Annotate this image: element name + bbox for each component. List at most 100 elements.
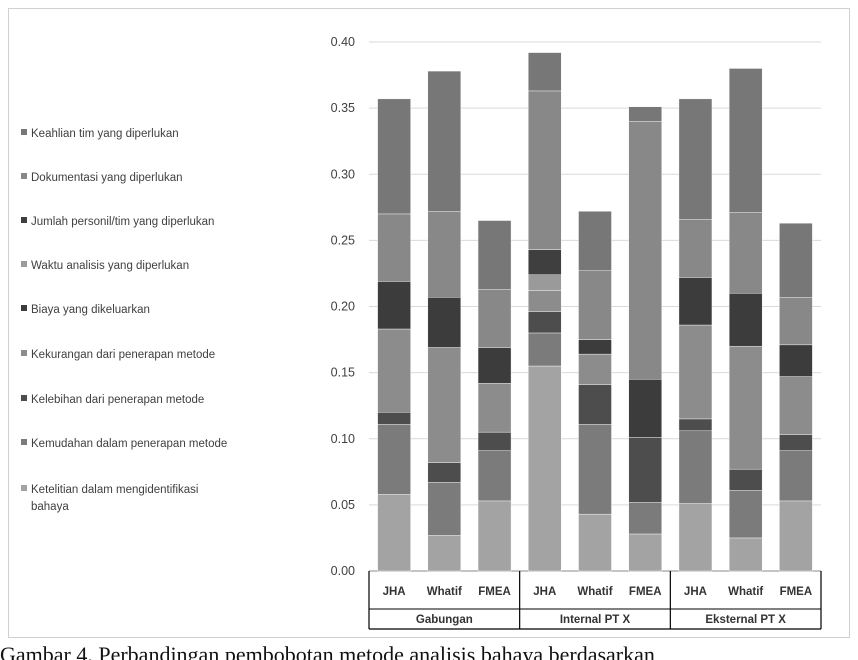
legend-label: Waktu analisis yang diperlukan bbox=[31, 260, 189, 272]
bar-segment bbox=[377, 213, 411, 282]
bar-segment bbox=[728, 537, 763, 572]
bar-segment bbox=[427, 297, 462, 348]
bar-segment bbox=[678, 324, 713, 420]
bar-segment bbox=[728, 293, 763, 347]
y-tick-label: 0.35 bbox=[331, 101, 355, 115]
bar-segment bbox=[779, 344, 813, 377]
legend-swatch bbox=[21, 485, 27, 491]
bar-segment bbox=[779, 376, 813, 435]
bar-segment bbox=[779, 297, 813, 346]
bar-segment bbox=[427, 70, 462, 212]
bar-segment bbox=[628, 121, 662, 380]
bar-segment bbox=[779, 434, 813, 451]
bar-segment bbox=[528, 249, 562, 275]
legend-swatch bbox=[21, 261, 27, 267]
legend-swatch bbox=[21, 217, 27, 223]
bar-segment bbox=[377, 98, 411, 215]
bar-segment bbox=[578, 353, 612, 385]
bar-segment bbox=[427, 535, 462, 572]
bar-segment bbox=[528, 90, 562, 250]
bar-segment bbox=[377, 412, 411, 425]
legend-swatch bbox=[21, 439, 27, 445]
bar-segment bbox=[427, 482, 462, 536]
group-label: Gabungan bbox=[416, 614, 473, 626]
bar-segment bbox=[628, 437, 662, 503]
bar-segment bbox=[628, 106, 662, 122]
bar-segment bbox=[678, 503, 713, 572]
y-tick-label: 0.40 bbox=[331, 35, 355, 49]
bar-segment bbox=[578, 384, 612, 425]
bar-segment bbox=[678, 277, 713, 326]
bar-segment bbox=[628, 379, 662, 438]
y-tick-label: 0.30 bbox=[331, 167, 355, 181]
bar-segment bbox=[528, 52, 562, 92]
legend-label: Kemudahan dalam penerapan metode bbox=[31, 438, 227, 450]
legend-label: bahaya bbox=[31, 501, 69, 513]
legend-swatch bbox=[21, 129, 27, 135]
legend-label: Biaya yang dikeluarkan bbox=[31, 304, 150, 316]
category-label: FMEA bbox=[780, 586, 813, 598]
legend-swatch bbox=[21, 173, 27, 179]
bar-segment bbox=[578, 513, 612, 572]
bar-segment bbox=[678, 418, 713, 432]
bar-segment bbox=[477, 450, 512, 502]
bar-segment bbox=[477, 500, 512, 572]
bar-segment bbox=[678, 98, 713, 220]
bar-segment bbox=[528, 274, 562, 291]
bar-segment bbox=[528, 290, 562, 312]
group-label: Eksternal PT X bbox=[705, 614, 786, 626]
y-tick-label: 0.15 bbox=[331, 366, 355, 380]
bar-segment bbox=[728, 212, 763, 294]
category-label: JHA bbox=[684, 586, 707, 598]
bar-segment bbox=[728, 68, 763, 213]
group-label: Internal PT X bbox=[560, 614, 631, 626]
bar-segment bbox=[377, 281, 411, 330]
bar-segment bbox=[477, 347, 512, 384]
bar-segment bbox=[477, 289, 512, 348]
category-label: FMEA bbox=[629, 586, 662, 598]
legend-label: Ketelitian dalam mengidentifikasi bbox=[31, 484, 198, 496]
bar-segment bbox=[427, 211, 462, 298]
y-tick-label: 0.05 bbox=[331, 498, 355, 512]
bar-segment bbox=[728, 468, 763, 491]
legend-swatch bbox=[21, 395, 27, 401]
category-label: FMEA bbox=[478, 586, 511, 598]
bar-segment bbox=[779, 500, 813, 572]
bar-segment bbox=[528, 365, 562, 572]
legend-label: Keahlian tim yang diperlukan bbox=[31, 128, 179, 140]
category-label: Whatif bbox=[728, 586, 763, 598]
category-label: Whatif bbox=[427, 586, 462, 598]
bar-segment bbox=[578, 270, 612, 340]
bar-segment bbox=[578, 424, 612, 515]
bar-segment bbox=[628, 533, 662, 572]
bar-segment bbox=[427, 462, 462, 483]
y-tick-label: 0.10 bbox=[331, 432, 355, 446]
legend-label: Jumlah personil/tim yang diperlukan bbox=[31, 216, 214, 228]
caption-text: Gambar 4. Perbandingan pembobotan metode… bbox=[0, 642, 655, 660]
category-label: JHA bbox=[533, 586, 556, 598]
y-tick-label: 0.00 bbox=[331, 564, 355, 578]
legend-label: Dokumentasi yang diperlukan bbox=[31, 172, 183, 184]
bar-segment bbox=[728, 345, 763, 470]
bar-segment bbox=[678, 219, 713, 278]
chart-frame: 0.00 0.05 0.10 0.15 0.20 0.25 0.30 0.35 0.40 JHA W… bbox=[8, 8, 850, 638]
bar-segment bbox=[578, 211, 612, 271]
legend-label: Kelebihan dari penerapan metode bbox=[31, 394, 204, 406]
legend-swatch bbox=[21, 305, 27, 311]
y-tick-label: 0.20 bbox=[331, 300, 355, 314]
bar-segment bbox=[477, 220, 512, 290]
bar-segment bbox=[528, 311, 562, 334]
bar-segment bbox=[528, 332, 562, 367]
bar-segment bbox=[427, 347, 462, 463]
stacked-bar-chart: 0.00 0.05 0.10 0.15 0.20 0.25 0.30 0.35 0.40 JHA W… bbox=[21, 35, 822, 630]
bar-segment bbox=[377, 494, 411, 572]
category-label: Whatif bbox=[577, 586, 612, 598]
bar-segment bbox=[779, 222, 813, 298]
bar-segment bbox=[728, 490, 763, 539]
legend-swatch bbox=[21, 350, 27, 356]
bar-segment bbox=[477, 431, 512, 451]
bar-segment bbox=[578, 339, 612, 355]
bar-segment bbox=[678, 430, 713, 504]
bar-segment bbox=[628, 502, 662, 535]
bar-segment bbox=[377, 328, 411, 413]
